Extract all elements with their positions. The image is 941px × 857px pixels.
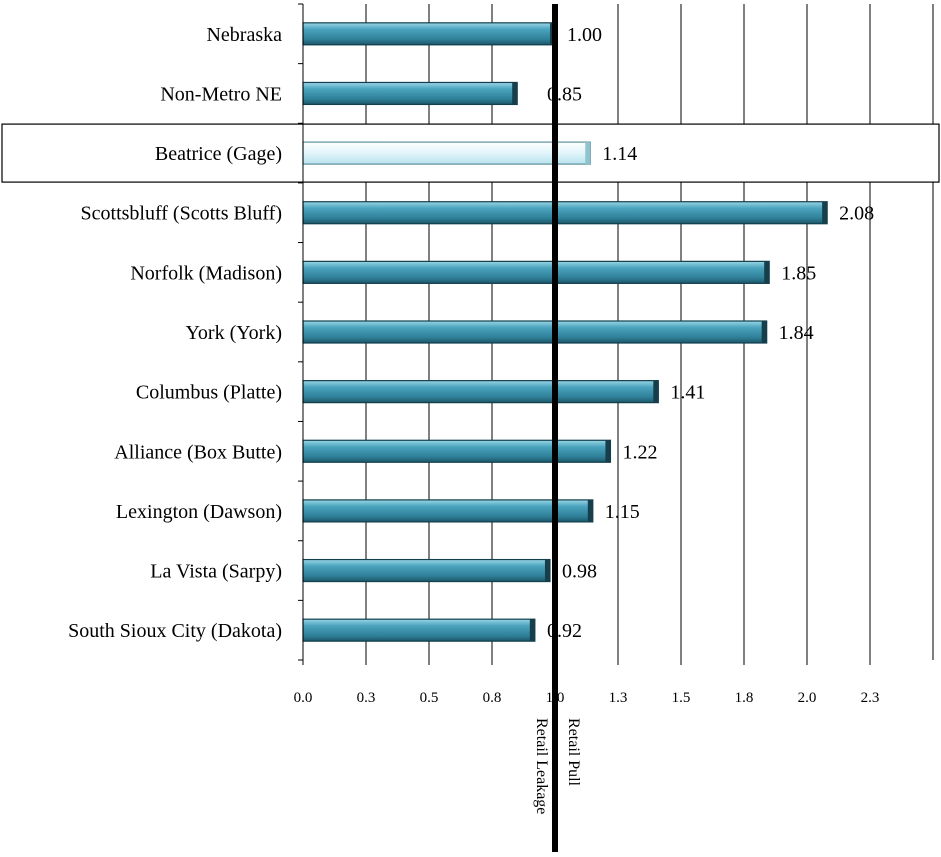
value-label: 1.00 (567, 24, 602, 46)
value-label: 1.15 (605, 501, 640, 523)
category-label: Alliance (Box Butte) (114, 441, 282, 463)
value-label: 1.85 (781, 262, 816, 284)
x-tick-label: 1.8 (735, 690, 754, 706)
value-label: 2.08 (839, 203, 874, 225)
value-label: 1.41 (670, 382, 705, 404)
retail-leakage-label: Retail Leakage (533, 718, 550, 814)
bar (302, 260, 770, 284)
category-label: Non-Metro NE (160, 83, 282, 105)
bar-end-cap (605, 440, 611, 463)
bar (302, 558, 551, 583)
bar (302, 439, 612, 463)
bar-end-cap (653, 380, 659, 403)
category-label: South Sioux City (Dakota) (68, 620, 282, 642)
bar-end-cap (587, 499, 593, 522)
category-label: Beatrice (Gage) (155, 143, 282, 165)
bar (302, 22, 556, 46)
value-label: 1.84 (779, 322, 814, 344)
retail-pull-label: Retail Pull (565, 718, 582, 787)
x-tick-label: 1.3 (609, 690, 628, 706)
bar-end-cap (761, 321, 767, 343)
x-tick-label: 0.0 (294, 690, 313, 706)
x-tick-label: 0.5 (420, 690, 439, 706)
category-label: Norfolk (Madison) (130, 262, 282, 284)
value-label: 0.98 (562, 561, 597, 583)
value-label: 1.14 (602, 143, 637, 165)
bar-end-cap (529, 619, 535, 642)
category-label: Lexington (Dawson) (116, 501, 282, 523)
bar-end-cap (822, 201, 828, 224)
category-label: Nebraska (206, 24, 282, 46)
bar (302, 618, 536, 642)
value-label: 1.22 (622, 441, 657, 463)
x-tick-label: 2.0 (798, 690, 817, 706)
category-label: Columbus (Platte) (136, 382, 282, 404)
bar-end-cap (585, 142, 591, 165)
bar (302, 380, 659, 404)
bar-layer (302, 22, 828, 642)
x-tick-label: 0.8 (483, 690, 502, 706)
bar (302, 81, 518, 106)
bar-end-cap (512, 82, 518, 105)
axis-layer: 0.00.30.50.81.01.31.51.82.02.3 (294, 3, 880, 706)
bar-end-cap (544, 559, 550, 582)
bar (302, 201, 828, 225)
bar (302, 141, 591, 165)
x-tick-label: 0.3 (357, 690, 376, 706)
x-tick-label: 2.3 (861, 690, 880, 706)
x-tick-label: 1.5 (672, 690, 691, 706)
bar (302, 499, 594, 523)
category-label: Scottsbluff (Scotts Bluff) (81, 203, 282, 225)
bar-end-cap (764, 261, 770, 284)
category-label: York (York) (185, 322, 282, 344)
category-label: La Vista (Sarpy) (150, 561, 282, 583)
bar (302, 320, 768, 344)
